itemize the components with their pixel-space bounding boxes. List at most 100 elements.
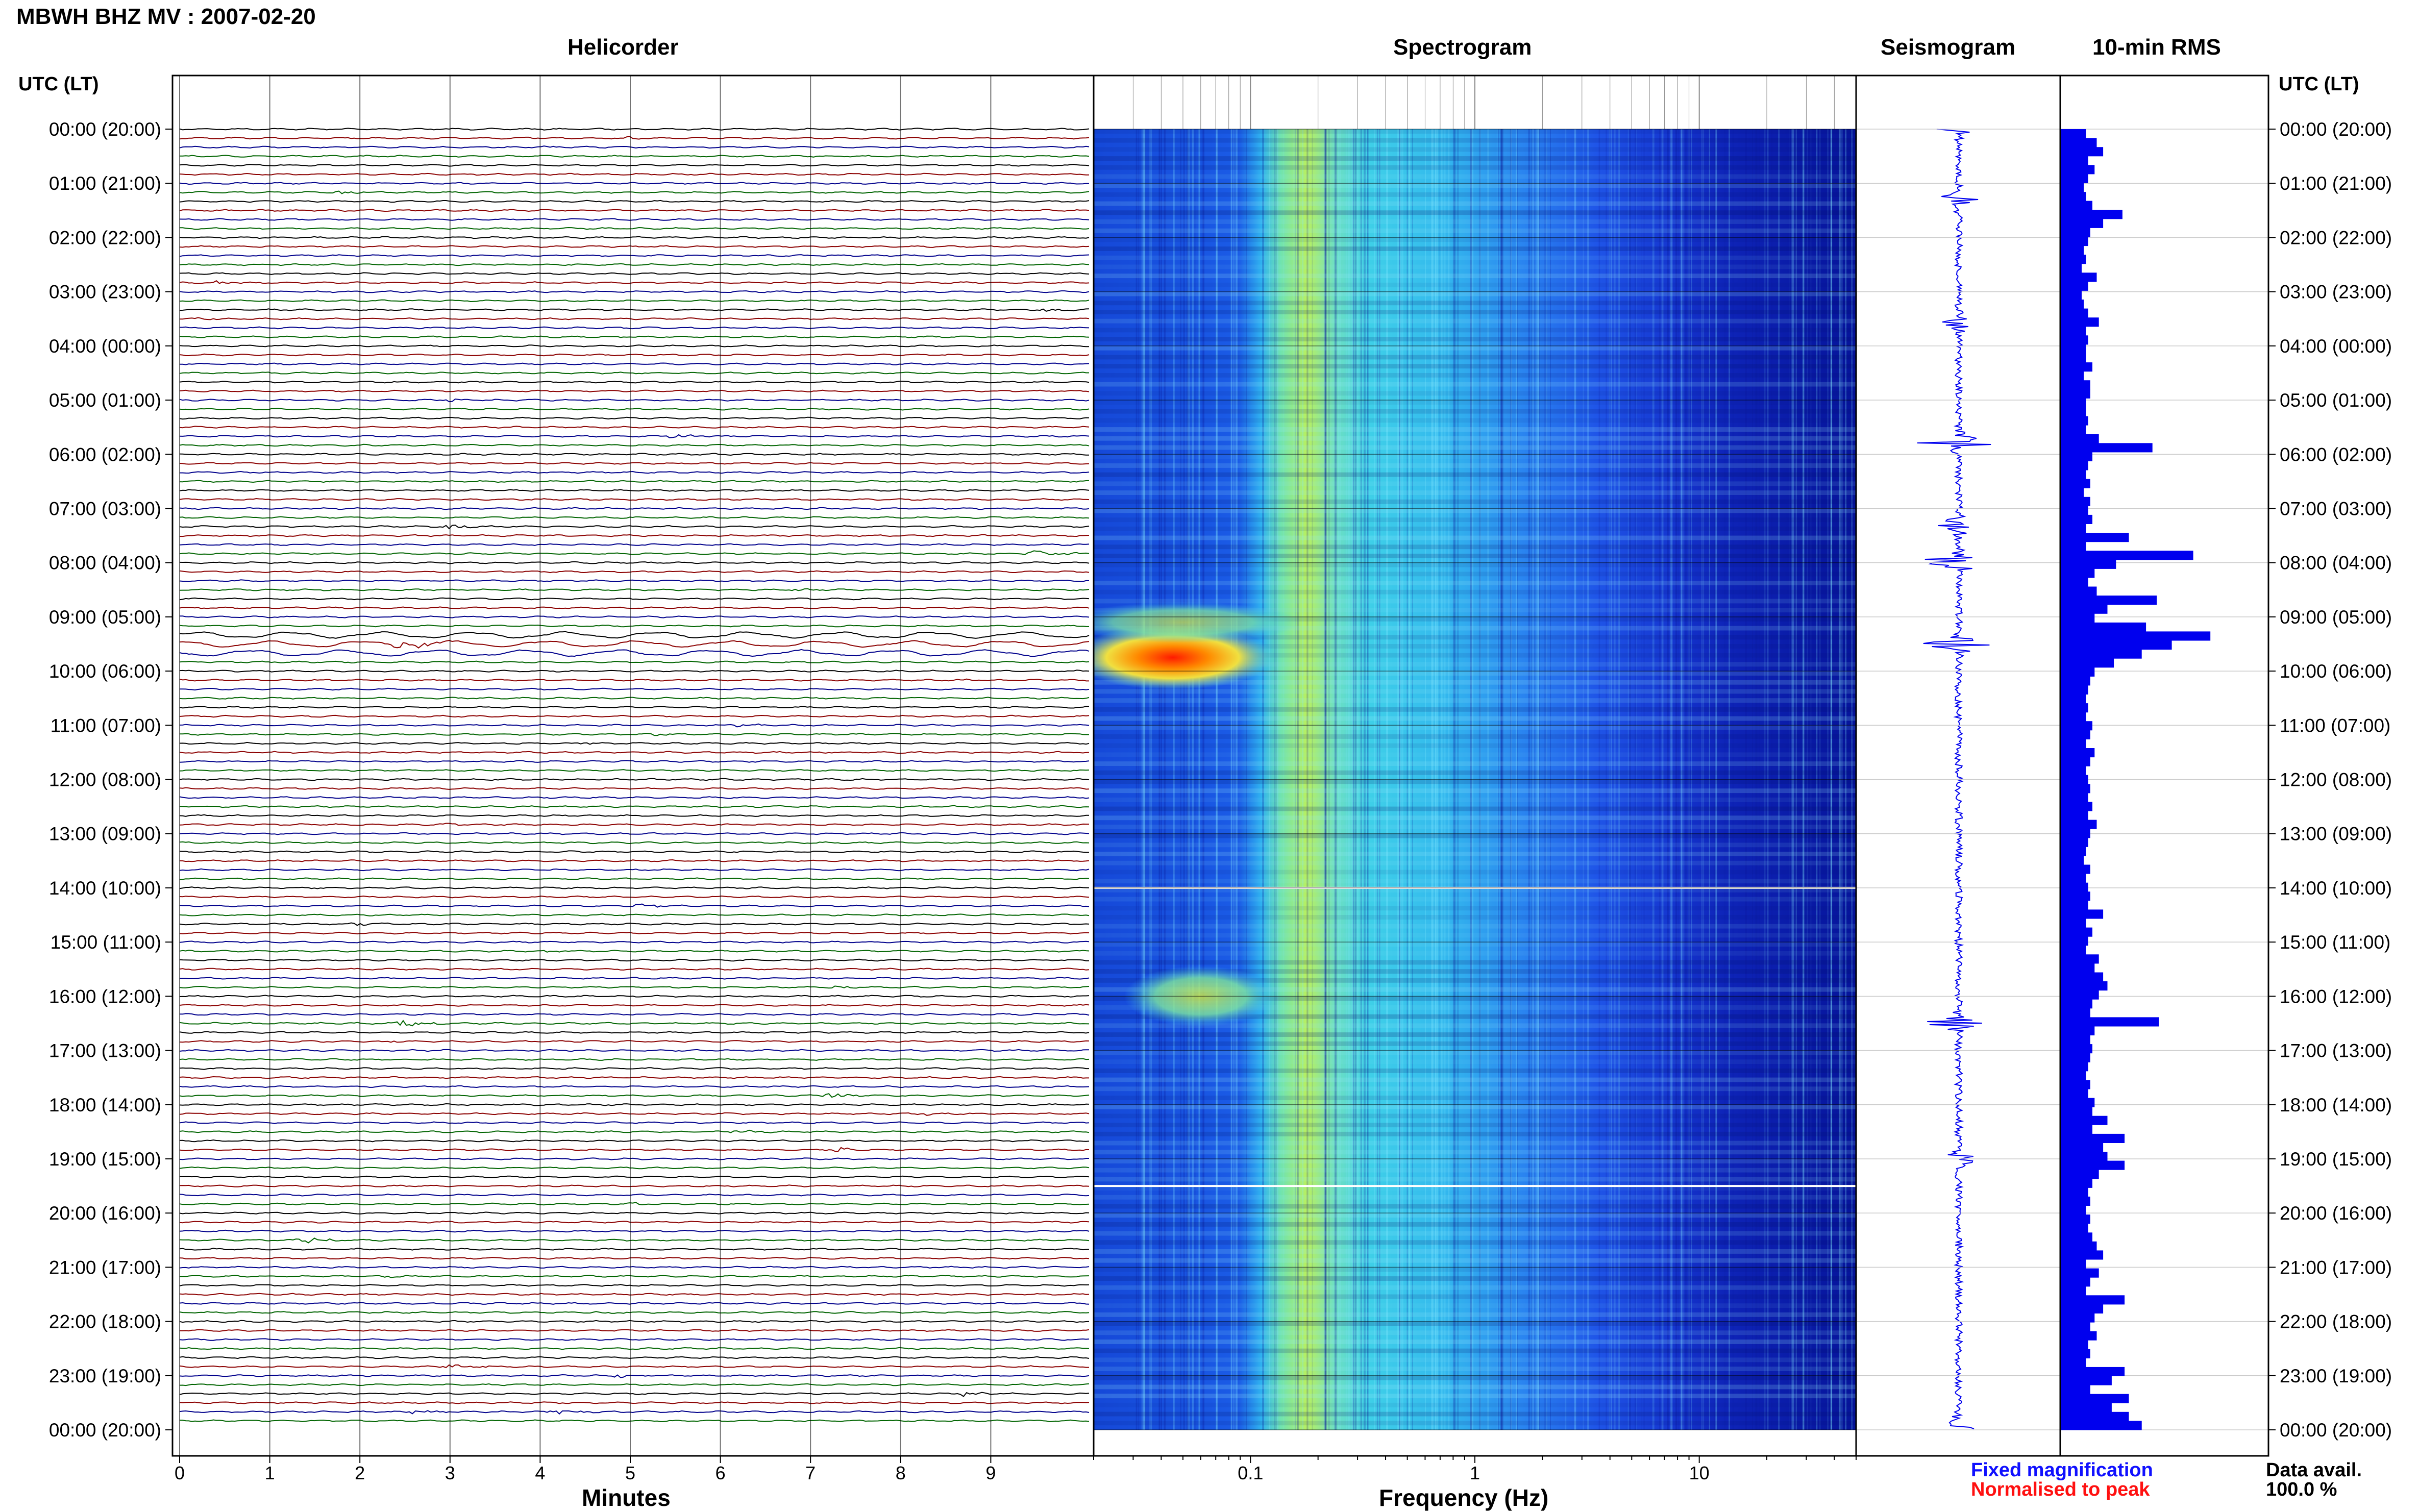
time-label-right: 09:00 (05:00) bbox=[2280, 607, 2392, 628]
helicorder-trace bbox=[179, 335, 1090, 338]
helicorder-trace bbox=[179, 895, 1090, 899]
spectrogram-xlabel: Frequency (Hz) bbox=[1379, 1484, 1549, 1511]
time-label-right: 00:00 (20:00) bbox=[2280, 119, 2392, 140]
rms-bar bbox=[2060, 272, 2097, 282]
rms-bar bbox=[2060, 1250, 2104, 1260]
rms-bar bbox=[2060, 1322, 2090, 1332]
spectrogram-row bbox=[1094, 1204, 1856, 1209]
rms-bar bbox=[2060, 425, 2086, 435]
rms-bar bbox=[2060, 344, 2086, 354]
spectrogram-row bbox=[1094, 842, 1856, 848]
rms-panel bbox=[2060, 129, 2268, 1430]
spectrogram-row bbox=[1094, 463, 1856, 468]
rms-bar bbox=[2060, 900, 2088, 910]
helicorder-trace bbox=[179, 687, 1090, 691]
rms-bar bbox=[2060, 586, 2097, 596]
helicorder-trace bbox=[179, 741, 1090, 745]
rms-bar bbox=[2060, 1133, 2125, 1143]
helicorder-trace bbox=[179, 380, 1090, 384]
helicorder-trace bbox=[179, 1166, 1090, 1170]
helicorder-trace bbox=[179, 805, 1090, 808]
spectrogram-row bbox=[1094, 246, 1856, 251]
spectrogram-row bbox=[1094, 725, 1856, 730]
time-label-left: 00:00 (20:00) bbox=[49, 1420, 161, 1441]
helicorder-trace bbox=[179, 913, 1090, 916]
spectrogram-row bbox=[1094, 210, 1856, 215]
spectrogram-row bbox=[1094, 1177, 1856, 1182]
spectrogram-row bbox=[1094, 1104, 1856, 1109]
rms-bar bbox=[2060, 470, 2086, 480]
rms-bar bbox=[2060, 945, 2086, 955]
helicorder-trace bbox=[179, 697, 1090, 700]
spectrogram-warm-patch bbox=[1094, 602, 1300, 643]
helicorder-trace bbox=[180, 615, 1090, 618]
spectrogram-row bbox=[1094, 653, 1856, 658]
time-label-left: 02:00 (22:00) bbox=[49, 227, 161, 248]
rms-bar bbox=[2060, 1053, 2090, 1062]
spectrogram-row bbox=[1094, 698, 1856, 703]
helicorder-trace bbox=[179, 1093, 1090, 1098]
helicorder-trace bbox=[179, 290, 1090, 293]
helicorder-trace bbox=[179, 769, 1090, 772]
helicorder-trace bbox=[179, 985, 1090, 989]
minute-tick-label: 8 bbox=[896, 1463, 906, 1483]
time-label-left: 08:00 (04:00) bbox=[49, 553, 161, 574]
helicorder-trace bbox=[179, 1221, 1090, 1224]
helicorder-trace bbox=[179, 1012, 1090, 1016]
rms-bar bbox=[2060, 622, 2146, 632]
rms-bar bbox=[2060, 820, 2097, 829]
rms-bar bbox=[2060, 837, 2088, 847]
spectrogram-row bbox=[1094, 1032, 1856, 1037]
rms-bar bbox=[2060, 990, 2099, 1000]
helicorder-trace bbox=[179, 507, 1090, 510]
spectrogram-row bbox=[1094, 887, 1856, 893]
helicorder-trace bbox=[179, 877, 1090, 880]
time-label-left: 20:00 (16:00) bbox=[49, 1203, 161, 1224]
rms-bar bbox=[2060, 1411, 2129, 1421]
helicorder-trace bbox=[179, 1147, 1090, 1152]
rms-bar bbox=[2060, 1331, 2097, 1341]
time-label-left: 04:00 (00:00) bbox=[49, 336, 161, 357]
rms-bar bbox=[2060, 1277, 2090, 1287]
time-label-left: 15:00 (11:00) bbox=[51, 932, 161, 953]
rms-bar bbox=[2060, 1196, 2090, 1206]
rms-bar bbox=[2060, 649, 2142, 659]
spectrogram-row bbox=[1094, 589, 1856, 594]
rms-bar bbox=[2060, 1385, 2090, 1395]
time-label-right: 22:00 (18:00) bbox=[2280, 1311, 2392, 1332]
spectrogram-row bbox=[1094, 1402, 1856, 1407]
rms-bar bbox=[2060, 847, 2086, 856]
spectrogram-row bbox=[1094, 870, 1856, 875]
helicorder-trace bbox=[179, 1031, 1090, 1034]
spectrogram-row bbox=[1094, 833, 1856, 838]
spectrogram-row bbox=[1094, 264, 1856, 269]
spectrogram-row bbox=[1094, 1077, 1856, 1082]
rms-bar bbox=[2060, 1223, 2088, 1233]
helicorder-trace bbox=[179, 1157, 1089, 1160]
rms-bar bbox=[2060, 1143, 2104, 1152]
spectrogram-row bbox=[1094, 825, 1856, 829]
helicorder-trace bbox=[179, 579, 1089, 582]
spectrogram-row bbox=[1094, 554, 1856, 558]
spectrogram-row bbox=[1094, 481, 1856, 486]
axes: 00:00 (20:00) 00:00 (20:00) 01:00 (21:00) 0… bbox=[49, 75, 2392, 1457]
spectrogram-row bbox=[1094, 788, 1856, 794]
helicorder-trace bbox=[179, 299, 1090, 303]
helicorder-trace bbox=[179, 1383, 1090, 1386]
helicorder-trace bbox=[179, 1275, 1090, 1278]
rms-bar bbox=[2060, 1080, 2090, 1089]
spectrogram-row bbox=[1094, 770, 1856, 775]
seismogram-panel bbox=[1856, 129, 2060, 1430]
helicorder-trace bbox=[179, 543, 1090, 547]
spectrogram-row bbox=[1094, 1321, 1856, 1326]
spectrogram-row bbox=[1094, 1159, 1856, 1163]
spectrogram-row bbox=[1094, 680, 1856, 685]
helicorder-trace bbox=[179, 443, 1090, 447]
rms-bar bbox=[2060, 1286, 2086, 1296]
spectrogram-row bbox=[1094, 138, 1856, 143]
rms-bar bbox=[2060, 919, 2086, 928]
spectrogram-row bbox=[1094, 626, 1856, 631]
spectrogram-row bbox=[1094, 373, 1856, 378]
helicorder-trace bbox=[179, 534, 1090, 537]
spectrogram-row bbox=[1094, 996, 1856, 1001]
